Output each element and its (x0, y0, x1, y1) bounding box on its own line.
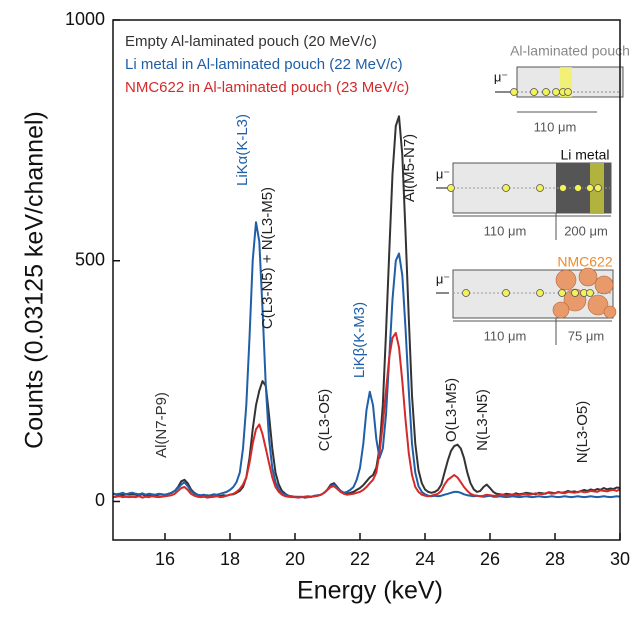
dimension-label: 200 μm (564, 223, 608, 238)
stop (447, 184, 455, 192)
legend-label: Li metal in Al-laminated pouch (22 MeV/c… (125, 56, 403, 73)
muon-stops (447, 88, 602, 297)
stop (586, 289, 594, 297)
plot-frame (112, 19, 621, 541)
stop (502, 289, 510, 297)
x-tick-label: 30 (610, 549, 630, 569)
stop (530, 88, 538, 96)
x-tick-label: 22 (350, 549, 370, 569)
muon-label: μ⁻ (494, 69, 508, 84)
x-tick-label: 20 (285, 549, 305, 569)
inset-title: Li metal (560, 147, 609, 163)
stop (536, 184, 544, 192)
particle (552, 301, 570, 319)
stop (571, 289, 579, 297)
x-tick-label: 28 (545, 549, 565, 569)
muon-label: μ⁻ (436, 271, 450, 286)
particle (578, 267, 598, 287)
particle (603, 305, 617, 319)
stop (502, 184, 510, 192)
annotation: N(L3-O5) (574, 401, 591, 464)
x-axis-title: Energy (keV) (297, 577, 443, 605)
dimension-label: 110 μm (484, 328, 527, 343)
annotation: C(L3-N5) + N(L3-M5) (259, 187, 276, 329)
series-line (112, 221, 621, 499)
stop (586, 184, 594, 192)
stop (558, 289, 566, 297)
dimension-label: 75 μm (568, 328, 604, 343)
x-tick-label: 26 (480, 549, 500, 569)
particle (587, 294, 609, 316)
particle (594, 275, 614, 295)
stop (559, 184, 567, 192)
inset-title: NMC622 (557, 254, 612, 270)
muon-label: μ⁻ (436, 166, 450, 181)
stop (536, 289, 544, 297)
dimension-label: 110 μm (534, 119, 577, 134)
annotation: N(L3-N5) (474, 389, 491, 451)
series-line (112, 332, 621, 499)
inset-title: Al-laminated pouch (510, 43, 630, 59)
x-tick-label: 24 (415, 549, 435, 569)
annotation: C(L3-O5) (316, 389, 333, 452)
stop (542, 88, 550, 96)
legend-label: Empty Al-laminated pouch (20 MeV/c) (125, 33, 377, 50)
x-tick-label: 16 (155, 549, 175, 569)
y-axis-title: Counts (0.03125 keV/channel) (21, 111, 49, 449)
annotation: Al(M5-N7) (401, 134, 418, 202)
stop (552, 88, 560, 96)
stop (574, 184, 582, 192)
y-tick-label: 1000 (65, 9, 105, 29)
annotation: LiKα(K-L3) (234, 114, 251, 186)
annotation: Al(N7-P9) (153, 392, 170, 458)
annotation: LiKβ(K-M3) (351, 302, 368, 378)
legend-label: NMC622 in Al-laminated pouch (23 MeV/c) (125, 79, 409, 96)
stop (462, 289, 470, 297)
y-tick-label: 500 (75, 249, 105, 269)
stop (510, 88, 518, 96)
x-tick-label: 18 (220, 549, 240, 569)
dimension-label: 110 μm (484, 223, 527, 238)
stop (594, 184, 602, 192)
stop (564, 88, 572, 96)
annotation: O(L3-M5) (443, 378, 460, 442)
y-tick-label: 0 (95, 490, 105, 510)
particle (555, 269, 577, 291)
